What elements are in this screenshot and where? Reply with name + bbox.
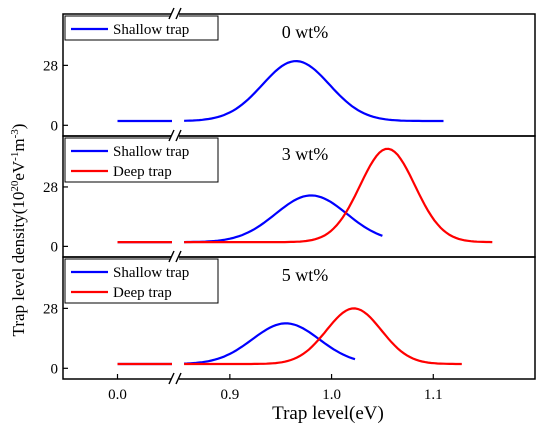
panel-frame bbox=[62, 256, 536, 380]
y-tick-label: 28 bbox=[43, 180, 58, 196]
concentration-label: 3 wt% bbox=[282, 144, 329, 164]
series-line-0 bbox=[184, 194, 383, 244]
y-tick-label: 28 bbox=[43, 58, 58, 74]
legend-label: Shallow trap bbox=[113, 265, 189, 281]
x-tick-label: 0.9 bbox=[220, 387, 239, 403]
axis-break-slash bbox=[168, 7, 175, 20]
series-line-0 bbox=[184, 59, 444, 123]
x-axis: 0.0 0.9 1.0 1.1 bbox=[108, 372, 443, 403]
axis-break-gap bbox=[171, 133, 179, 139]
x-axis-label: Trap level(eV) bbox=[272, 403, 384, 424]
y-tick-label: 0 bbox=[51, 118, 59, 134]
axis-break-slash bbox=[168, 372, 175, 385]
axis-break-slash bbox=[168, 250, 175, 263]
legend-label: Shallow trap bbox=[113, 144, 189, 160]
axis-break-slash bbox=[175, 129, 182, 142]
legend-label: Shallow trap bbox=[113, 22, 189, 38]
panel-2: 0 28 Shallow trap Deep trap 5 wt% bbox=[43, 250, 536, 380]
series-line-1 bbox=[184, 147, 493, 244]
y-tick-label: 0 bbox=[51, 239, 59, 255]
axis-break-gap bbox=[171, 254, 179, 260]
axis-break-marker bbox=[168, 250, 182, 263]
axis-break-slash bbox=[175, 372, 182, 385]
legend-box bbox=[64, 258, 219, 304]
legend: Shallow trap Deep trap bbox=[64, 137, 219, 183]
x-tick-label: 1.1 bbox=[424, 387, 443, 403]
axis-break-slash bbox=[175, 7, 182, 20]
axis-break-slash bbox=[168, 129, 175, 142]
legend-box bbox=[64, 137, 219, 183]
x-tick-label: 1.0 bbox=[322, 387, 341, 403]
legend: Shallow trap bbox=[64, 15, 219, 41]
concentration-label: 0 wt% bbox=[282, 22, 329, 42]
y-tick-label: 0 bbox=[51, 361, 59, 377]
x-tick-label: 0.0 bbox=[108, 387, 127, 403]
series-line-0 bbox=[184, 322, 356, 365]
chart-panels: 0 28 Shallow trap 0 wt% 0 28 Shallow trap Deep … bbox=[43, 7, 536, 380]
y-axis-label: Trap level density(1020eV-1m-3) bbox=[9, 124, 28, 337]
panel-1: 0 28 Shallow trap Deep trap 3 wt% bbox=[43, 129, 536, 258]
legend: Shallow trap Deep trap bbox=[64, 258, 219, 304]
concentration-label: 5 wt% bbox=[282, 265, 329, 285]
axis-break-marker bbox=[168, 129, 182, 142]
legend-label: Deep trap bbox=[113, 285, 172, 301]
axis-break-gap bbox=[171, 11, 179, 17]
axis-break-gap bbox=[171, 376, 179, 382]
legend-label: Deep trap bbox=[113, 164, 172, 180]
y-tick-label: 28 bbox=[43, 301, 58, 317]
series-line-1 bbox=[184, 307, 462, 366]
axis-break-marker bbox=[168, 7, 182, 20]
axis-break-slash bbox=[175, 250, 182, 263]
panel-0: 0 28 Shallow trap 0 wt% bbox=[43, 7, 536, 137]
